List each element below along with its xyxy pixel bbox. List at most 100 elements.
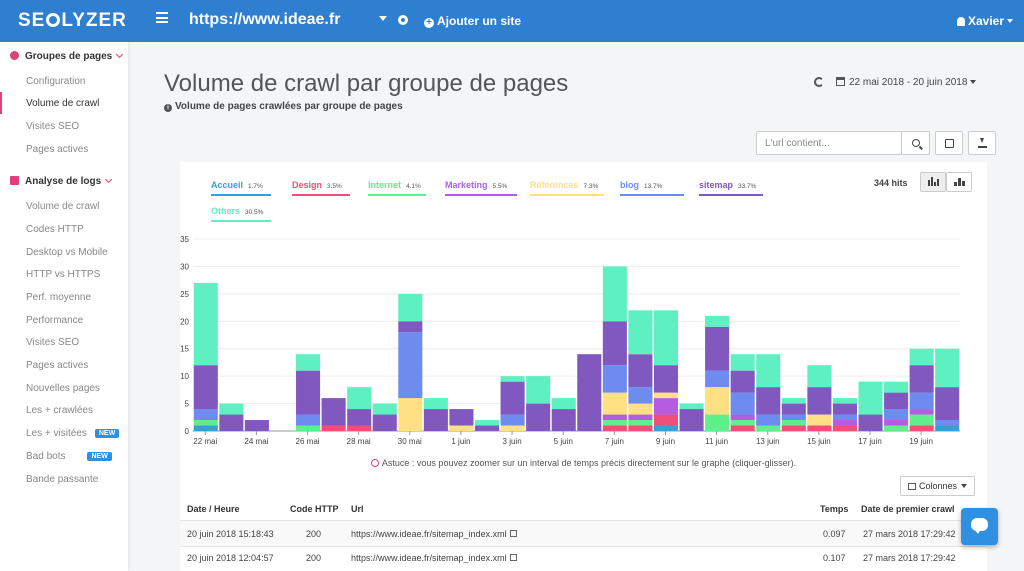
legend-item[interactable]: blog 13.7% bbox=[620, 180, 684, 196]
bar-segment[interactable] bbox=[832, 414, 857, 421]
bar-segment[interactable] bbox=[628, 420, 653, 426]
bar-segment[interactable] bbox=[679, 403, 704, 410]
sidebar-item-performance[interactable]: Performance bbox=[26, 315, 84, 326]
bar-segment[interactable] bbox=[372, 403, 397, 415]
caret-down-icon[interactable] bbox=[379, 16, 387, 21]
bar-segment[interactable] bbox=[832, 425, 857, 431]
sidebar-item-desktop-mobile[interactable]: Desktop vs Mobile bbox=[26, 247, 108, 258]
bar-segment[interactable] bbox=[679, 409, 704, 431]
sidebar-item-nouvelles-pages[interactable]: Nouvelles pages bbox=[26, 383, 100, 394]
bar-segment[interactable] bbox=[705, 315, 730, 327]
bar-segment[interactable] bbox=[705, 326, 730, 371]
bar-segment[interactable] bbox=[756, 354, 781, 388]
bar-segment[interactable] bbox=[628, 310, 653, 355]
bar-chart-toggle[interactable] bbox=[920, 172, 946, 192]
sidebar-item-configuration[interactable]: Configuration bbox=[26, 76, 86, 87]
bar-segment[interactable] bbox=[296, 414, 321, 426]
col-header-first-crawl[interactable]: Date de premier crawl bbox=[861, 504, 955, 514]
bar-segment[interactable] bbox=[296, 354, 321, 371]
bar-segment[interactable] bbox=[602, 266, 627, 322]
bar-segment[interactable] bbox=[500, 414, 525, 426]
user-menu[interactable]: Xavier bbox=[957, 14, 1014, 28]
chat-icon[interactable] bbox=[961, 508, 998, 545]
bar-segment[interactable] bbox=[653, 414, 679, 426]
bar-segment[interactable] bbox=[423, 409, 448, 431]
bar-segment[interactable] bbox=[653, 392, 679, 399]
cell-url[interactable]: https://www.ideae.fr/sitemap_index.xml bbox=[351, 553, 517, 563]
bar-segment[interactable] bbox=[653, 398, 679, 415]
bar-segment[interactable] bbox=[884, 409, 909, 421]
sidebar-item-plus-crawlees[interactable]: Les + crawlées bbox=[26, 405, 93, 416]
bar-segment[interactable] bbox=[730, 354, 755, 371]
bar-segment[interactable] bbox=[909, 425, 934, 431]
bar-segment[interactable] bbox=[730, 425, 755, 431]
bar-segment[interactable] bbox=[628, 414, 653, 421]
bar-segment[interactable] bbox=[423, 398, 448, 410]
sidebar-item-logs-pages-actives[interactable]: Pages actives bbox=[26, 360, 89, 371]
bar-segment[interactable] bbox=[781, 420, 806, 426]
cell-url[interactable]: https://www.ideae.fr/sitemap_index.xml bbox=[351, 529, 517, 539]
bar-segment[interactable] bbox=[781, 425, 806, 431]
bar-segment[interactable] bbox=[628, 425, 653, 431]
bar-segment[interactable] bbox=[807, 414, 832, 426]
bar-segment[interactable] bbox=[602, 414, 627, 421]
sidebar-item-perf-moyenne[interactable]: Perf. moyenne bbox=[26, 292, 92, 303]
bar-segment[interactable] bbox=[347, 425, 372, 431]
bar-segment[interactable] bbox=[449, 409, 474, 426]
bar-segment[interactable] bbox=[219, 414, 244, 431]
bar-segment[interactable] bbox=[500, 376, 525, 382]
download-button[interactable] bbox=[968, 131, 996, 155]
sidebar-item-volume-crawl[interactable]: Volume de crawl bbox=[26, 98, 100, 109]
bar-segment[interactable] bbox=[756, 414, 781, 426]
sidebar-item-logs-volume[interactable]: Volume de crawl bbox=[26, 201, 100, 212]
bar-segment[interactable] bbox=[935, 420, 960, 426]
bar-segment[interactable] bbox=[705, 370, 730, 388]
bar-segment[interactable] bbox=[602, 365, 627, 393]
bar-segment[interactable] bbox=[858, 414, 883, 431]
col-header-code[interactable]: Code HTTP bbox=[290, 504, 339, 514]
bar-segment[interactable] bbox=[321, 398, 346, 426]
bar-segment[interactable] bbox=[474, 425, 500, 431]
legend-item[interactable]: Références 7.3% bbox=[530, 180, 604, 196]
bar-segment[interactable] bbox=[653, 425, 679, 431]
bar-segment[interactable] bbox=[756, 387, 781, 415]
bar-segment[interactable] bbox=[602, 425, 627, 431]
columns-button[interactable]: Colonnes bbox=[900, 476, 976, 496]
refresh-icon[interactable] bbox=[814, 77, 824, 87]
bar-segment[interactable] bbox=[730, 392, 755, 415]
legend-item[interactable]: Marketing 5.5% bbox=[445, 180, 517, 196]
area-chart-toggle[interactable] bbox=[946, 172, 972, 192]
add-site-button[interactable]: + Ajouter un site bbox=[424, 14, 521, 28]
bar-segment[interactable] bbox=[398, 332, 423, 399]
bar-segment[interactable] bbox=[730, 414, 755, 421]
bar-segment[interactable] bbox=[551, 398, 576, 410]
bar-segment[interactable] bbox=[909, 365, 934, 393]
sidebar-item-plus-visitees[interactable]: Les + visitées NEW bbox=[26, 428, 120, 439]
bar-segment[interactable] bbox=[398, 398, 423, 431]
bar-segment[interactable] bbox=[832, 420, 857, 426]
bar-segment[interactable] bbox=[296, 425, 321, 431]
legend-item[interactable]: Accueil 1.7% bbox=[211, 180, 271, 196]
sidebar-item-pages-actives[interactable]: Pages actives bbox=[26, 144, 89, 155]
bar-segment[interactable] bbox=[551, 409, 576, 431]
bar-segment[interactable] bbox=[807, 425, 832, 431]
bar-segment[interactable] bbox=[832, 398, 857, 404]
bar-segment[interactable] bbox=[219, 403, 244, 415]
bar-segment[interactable] bbox=[500, 425, 525, 431]
sidebar-group-logs[interactable]: Analyse de logs bbox=[10, 175, 113, 187]
bar-segment[interactable] bbox=[398, 321, 423, 333]
sidebar-item-codes-http[interactable]: Codes HTTP bbox=[26, 224, 84, 235]
col-header-temps[interactable]: Temps bbox=[820, 504, 849, 514]
bar-segment[interactable] bbox=[193, 282, 218, 366]
sidebar-item-logs-visites-seo[interactable]: Visites SEO bbox=[26, 337, 80, 348]
site-selector[interactable]: https://www.ideae.fr bbox=[189, 11, 341, 28]
crawl-volume-chart[interactable]: 0 5 10 15 20 25 30 35 22 mai 24 mai 26 mai 28 mai 30… bbox=[180, 162, 987, 452]
sidebar-item-bad-bots[interactable]: Bad bots NEW bbox=[26, 451, 112, 462]
bar-segment[interactable] bbox=[807, 387, 832, 415]
bar-segment[interactable] bbox=[935, 425, 960, 431]
bar-segment[interactable] bbox=[321, 425, 346, 431]
bar-segment[interactable] bbox=[730, 420, 755, 426]
bar-segment[interactable] bbox=[577, 354, 602, 431]
bar-segment[interactable] bbox=[781, 398, 806, 404]
bar-segment[interactable] bbox=[372, 414, 397, 431]
